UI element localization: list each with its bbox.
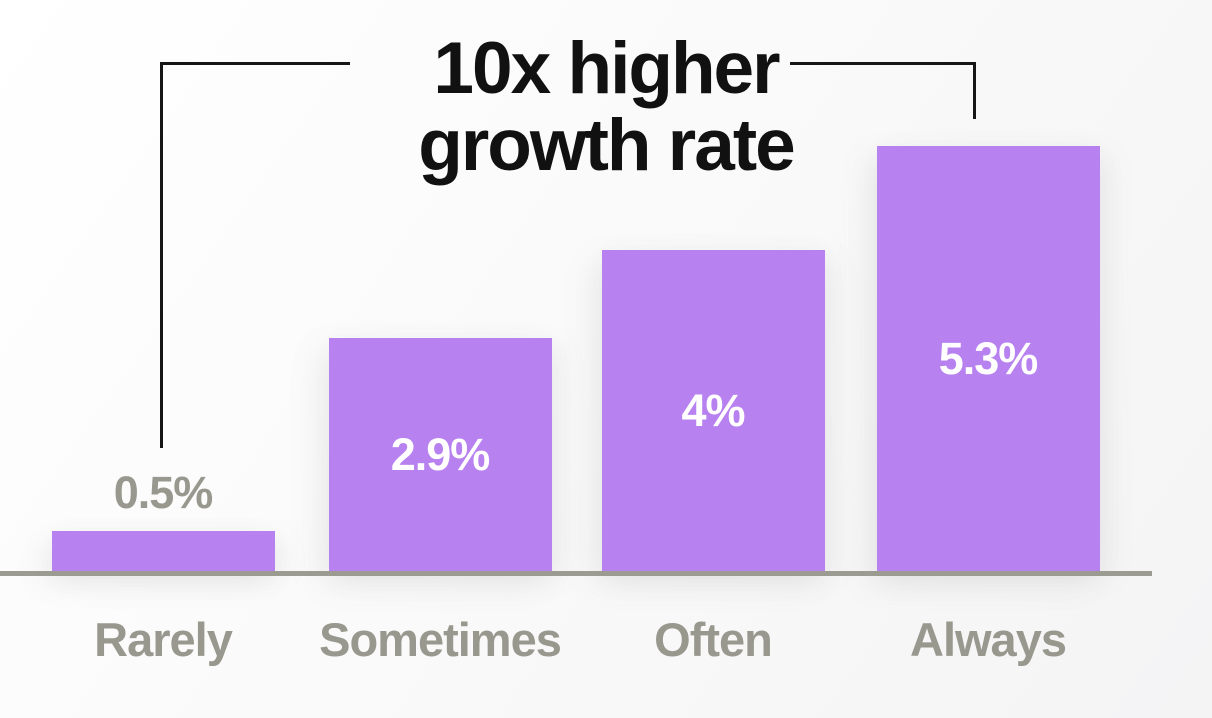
bar-always — [876, 146, 1100, 571]
chart-title: 10x higher growth rate — [0, 30, 1212, 185]
chart-title-line-1: 10x higher — [433, 28, 780, 109]
value-label-always: 5.3% — [938, 332, 1039, 384]
category-label-often: Often — [654, 613, 773, 666]
category-label-rarely: Rarely — [94, 613, 233, 666]
category-label-always: Always — [910, 613, 1067, 666]
bar-sometimes — [328, 338, 552, 571]
value-label-often: 4% — [681, 384, 745, 436]
x-axis-line — [0, 571, 1152, 576]
value-label-sometimes: 2.9% — [390, 428, 491, 480]
annotation-bracket-right — [790, 62, 976, 119]
bar-often — [601, 250, 825, 571]
chart-title-line-2: growth rate — [418, 105, 795, 187]
bar-rarely — [51, 531, 275, 571]
value-label-rarely: 0.5% — [113, 467, 214, 518]
category-label-sometimes: Sometimes — [319, 613, 562, 666]
annotation-bracket-left — [160, 62, 350, 448]
